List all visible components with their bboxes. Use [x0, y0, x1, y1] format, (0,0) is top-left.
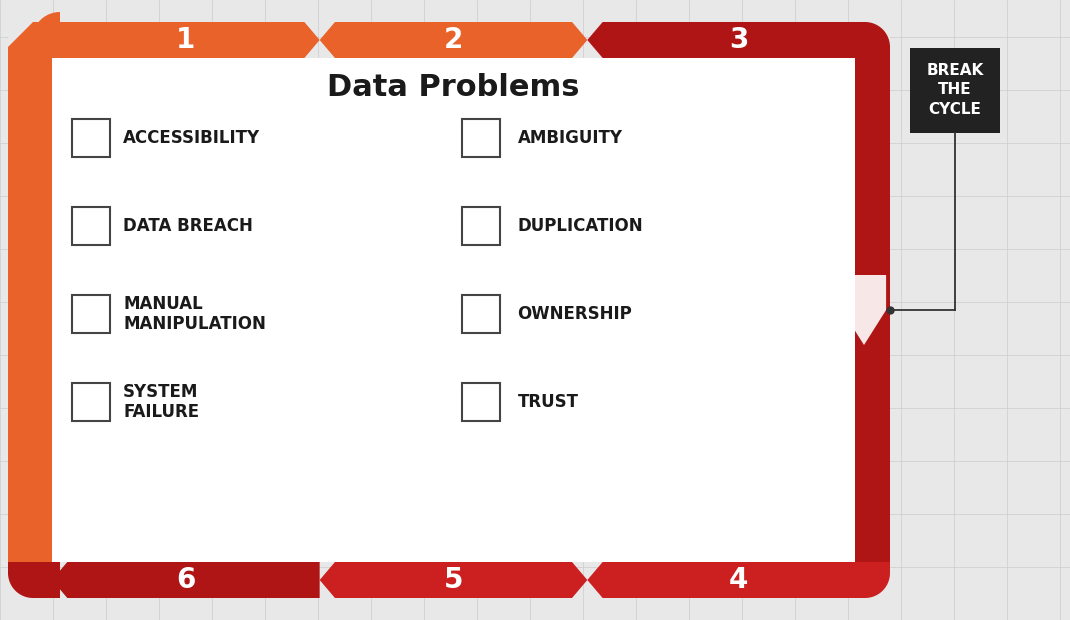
Polygon shape [52, 22, 320, 58]
FancyBboxPatch shape [7, 22, 52, 58]
Polygon shape [587, 562, 890, 598]
FancyBboxPatch shape [461, 207, 500, 245]
FancyBboxPatch shape [72, 119, 110, 157]
FancyBboxPatch shape [72, 295, 110, 333]
Polygon shape [32, 12, 60, 40]
Text: BREAK
THE
CYCLE: BREAK THE CYCLE [927, 63, 983, 117]
Text: AMBIGUITY: AMBIGUITY [518, 129, 623, 147]
FancyBboxPatch shape [7, 562, 60, 598]
Text: 4: 4 [729, 566, 748, 594]
Text: DUPLICATION: DUPLICATION [518, 217, 643, 235]
FancyBboxPatch shape [7, 22, 60, 58]
Text: 1: 1 [177, 26, 196, 54]
Text: 5: 5 [444, 566, 463, 594]
Polygon shape [7, 573, 33, 598]
Text: 2: 2 [444, 26, 463, 54]
Polygon shape [7, 527, 60, 562]
Text: OWNERSHIP: OWNERSHIP [518, 305, 632, 323]
Text: SYSTEM
FAILURE: SYSTEM FAILURE [123, 383, 199, 422]
FancyBboxPatch shape [461, 383, 500, 421]
Polygon shape [587, 22, 890, 58]
Polygon shape [865, 573, 890, 598]
Text: Data Problems: Data Problems [327, 74, 580, 102]
Polygon shape [865, 22, 890, 47]
FancyBboxPatch shape [72, 207, 110, 245]
Text: TRUST: TRUST [518, 393, 579, 411]
Text: DATA BREACH: DATA BREACH [123, 217, 253, 235]
FancyBboxPatch shape [461, 295, 500, 333]
Text: ACCESSIBILITY: ACCESSIBILITY [123, 129, 260, 147]
FancyBboxPatch shape [838, 58, 890, 562]
Text: 6: 6 [177, 566, 196, 594]
FancyBboxPatch shape [7, 58, 60, 562]
Polygon shape [320, 562, 587, 598]
Polygon shape [7, 22, 33, 47]
FancyBboxPatch shape [838, 562, 890, 598]
Polygon shape [320, 22, 587, 58]
Polygon shape [52, 562, 320, 598]
Text: MANUAL
MANIPULATION: MANUAL MANIPULATION [123, 294, 265, 334]
Text: 3: 3 [729, 26, 748, 54]
Polygon shape [7, 22, 33, 47]
FancyBboxPatch shape [461, 119, 500, 157]
FancyBboxPatch shape [52, 58, 855, 562]
FancyBboxPatch shape [72, 383, 110, 421]
Polygon shape [842, 275, 886, 345]
FancyBboxPatch shape [910, 48, 1000, 133]
